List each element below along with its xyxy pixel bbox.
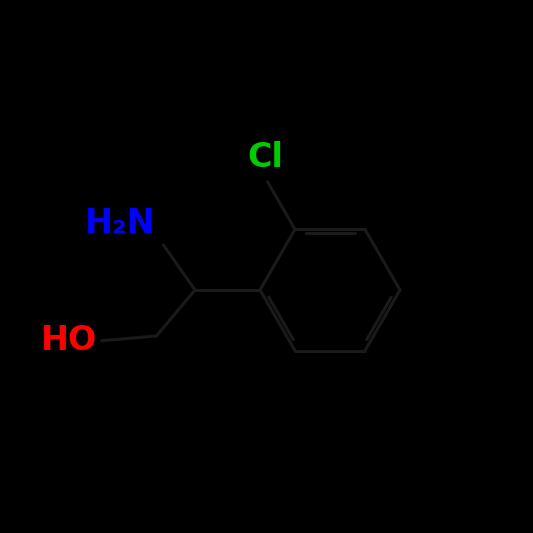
Text: Cl: Cl bbox=[247, 141, 284, 174]
Text: HO: HO bbox=[41, 324, 96, 357]
Text: H₂N: H₂N bbox=[85, 207, 156, 240]
